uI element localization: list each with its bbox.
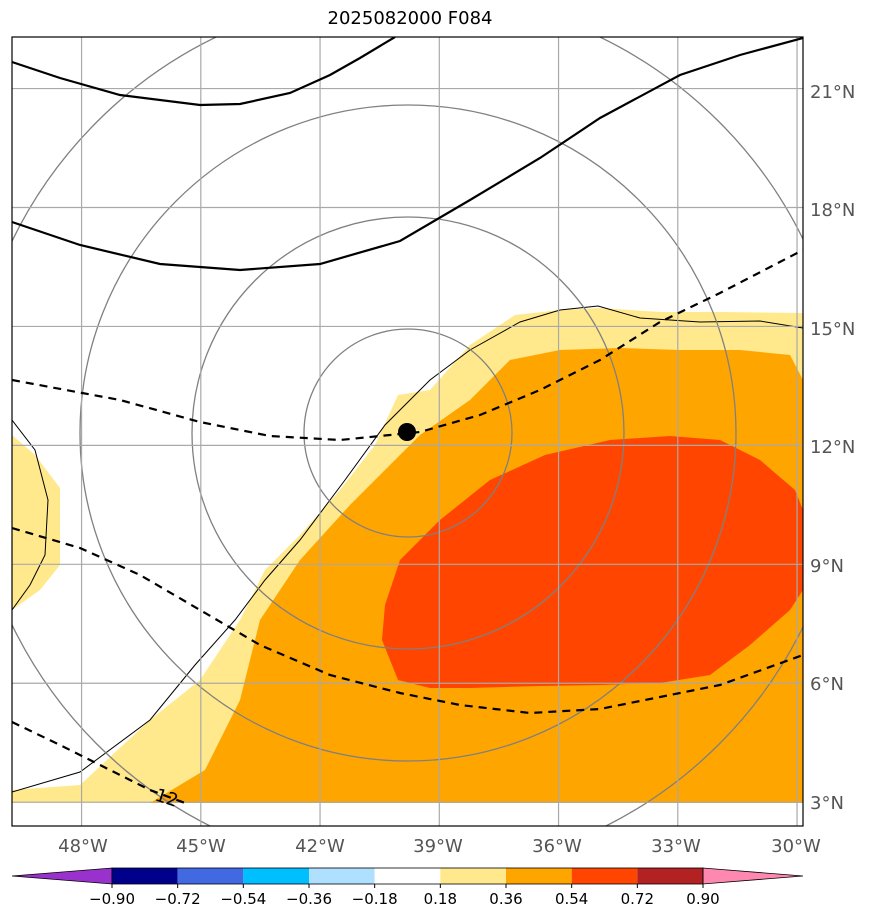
colorbar-label: 0.54	[555, 890, 588, 908]
filled-contour-red-orange	[382, 436, 803, 688]
coastline	[12, 305, 803, 793]
range-rings	[12, 37, 803, 826]
map-layers: 12	[12, 37, 803, 826]
solid-contour-top	[12, 37, 396, 107]
colorbar-segment	[506, 868, 572, 884]
graticule	[12, 37, 803, 826]
lon-label: 36°W	[532, 836, 582, 857]
lat-label: 21°N	[810, 82, 855, 103]
colorbar-label: −0.72	[155, 890, 201, 908]
latitude-labels: 3°N 6°N 9°N 12°N 15°N 18°N 21°N	[810, 82, 855, 814]
colorbar-label: 0.72	[621, 890, 654, 908]
colorbar-segment	[440, 868, 506, 884]
dashed-contours	[12, 249, 803, 805]
lat-label: 15°N	[810, 319, 855, 340]
colorbar-segment	[571, 868, 638, 884]
colorbar-segment	[112, 868, 178, 884]
colorbar-frame	[111, 867, 704, 885]
lon-label: 33°W	[651, 836, 701, 857]
lat-label: 3°N	[810, 793, 844, 814]
lat-label: 9°N	[810, 556, 844, 577]
lon-label: 45°W	[176, 836, 226, 857]
lat-label: 12°N	[810, 437, 855, 458]
colorbar-extend-low	[11, 867, 113, 885]
solid-contour-mid	[12, 37, 803, 272]
map-frame	[11, 36, 804, 827]
colorbar-segment	[637, 868, 703, 884]
lon-label: 30°W	[771, 836, 821, 857]
colorbar-label: 0.90	[686, 890, 719, 908]
lat-label: 6°N	[810, 674, 844, 695]
colorbar-label: −0.90	[89, 890, 135, 908]
lon-label: 48°W	[58, 836, 108, 857]
colorbar-label: −0.54	[220, 890, 266, 908]
map-title: 2025082000 F084	[327, 8, 493, 29]
colorbar: −0.90 −0.72 −0.54 −0.36 −0.18 0.18 0.36 0.54 0.7…	[11, 867, 804, 908]
storm-center-marker	[398, 423, 416, 441]
colorbar-segment	[374, 868, 441, 884]
colorbar-label: −0.18	[352, 890, 398, 908]
colorbar-label: 0.36	[489, 890, 522, 908]
colorbar-segment	[309, 868, 375, 884]
lon-label: 42°W	[295, 836, 345, 857]
lon-label: 39°W	[413, 836, 463, 857]
colorbar-label: −0.36	[286, 890, 332, 908]
longitude-labels: 48°W 45°W 42°W 39°W 36°W 33°W 30°W	[58, 836, 821, 857]
colorbar-segment	[177, 868, 244, 884]
colorbar-extend-high	[702, 867, 804, 885]
colorbar-label: 0.18	[424, 890, 457, 908]
filled-contour-light-yellow-west	[12, 435, 60, 610]
lat-label: 18°N	[810, 200, 855, 221]
colorbar-segment	[243, 868, 309, 884]
